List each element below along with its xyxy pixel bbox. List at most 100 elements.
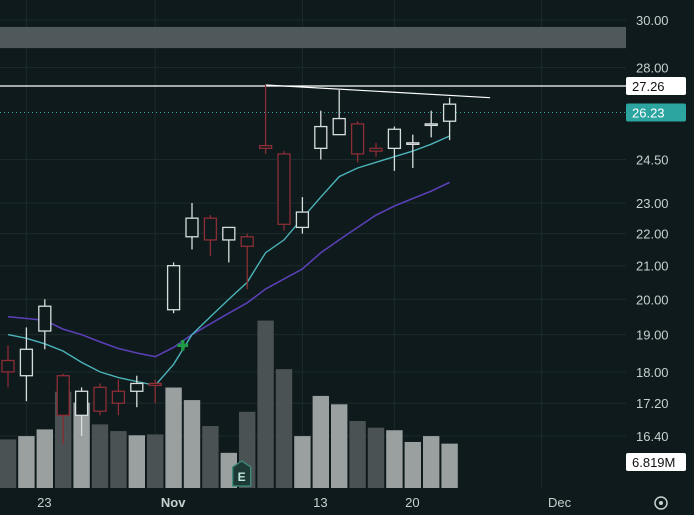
candle[interactable] — [148, 379, 162, 404]
candle[interactable] — [350, 121, 365, 163]
volume-bar — [441, 443, 458, 488]
volume-value-label-bg — [626, 453, 686, 471]
candle[interactable] — [332, 90, 346, 136]
candle[interactable] — [277, 151, 291, 231]
y-tick-label: 23.00 — [636, 196, 669, 211]
y-tick-label: 17.20 — [636, 396, 669, 411]
candle[interactable] — [38, 299, 52, 350]
x-tick-label: 23 — [37, 495, 51, 510]
candle-body — [185, 217, 199, 238]
candle[interactable] — [203, 215, 218, 256]
last-price-label-bg — [626, 103, 686, 122]
volume-bar — [404, 441, 421, 488]
candle[interactable] — [166, 262, 181, 314]
supply-zone — [0, 26, 626, 49]
candle[interactable] — [74, 387, 89, 436]
candle[interactable] — [185, 203, 199, 250]
candle-body — [240, 236, 254, 247]
volume-value-label: 6.819M — [632, 455, 675, 470]
candle[interactable] — [295, 197, 310, 234]
candle[interactable] — [314, 110, 328, 160]
candle-body — [74, 390, 89, 416]
earnings-badge — [232, 460, 252, 487]
volume-bar — [110, 431, 127, 488]
volume-bar — [183, 400, 201, 488]
volume-bar — [349, 421, 366, 488]
candle[interactable] — [19, 327, 34, 402]
candle-body — [406, 142, 420, 145]
candle[interactable] — [424, 110, 438, 138]
candle-body — [19, 348, 34, 377]
candle-body — [38, 305, 52, 332]
volume-bar — [18, 436, 35, 488]
moving-averages — [7, 135, 450, 387]
x-tick-label: 20 — [405, 495, 419, 510]
candle-body — [387, 128, 402, 150]
candle[interactable] — [406, 134, 420, 168]
candle[interactable] — [93, 383, 107, 416]
settings-gear-icon[interactable] — [654, 496, 668, 510]
candle-body — [1, 359, 15, 373]
candle-body — [314, 125, 328, 150]
candle-body — [93, 386, 107, 412]
volume-bar — [423, 436, 440, 488]
candle[interactable] — [387, 126, 402, 171]
candle[interactable] — [130, 375, 144, 408]
hline-price-label-bg — [626, 76, 686, 95]
y-tick-label: 30.00 — [636, 13, 669, 28]
volume-bar — [202, 426, 219, 488]
candle[interactable] — [369, 142, 383, 157]
candle-body — [130, 382, 144, 392]
x-tick-label: Dec — [548, 495, 572, 510]
candles[interactable] — [1, 84, 457, 445]
volume-bar — [312, 395, 329, 488]
sma-slow-line — [7, 181, 450, 358]
sma-fast-line — [7, 135, 450, 387]
price-axis: 30.00 28.00 24.50 23.00 22.00 21.00 20.00 19.00… — [636, 13, 669, 444]
earnings-marker-label: E — [238, 470, 246, 484]
candle-body — [166, 265, 181, 311]
candle-body — [295, 211, 310, 229]
y-tick-label: 22.00 — [636, 227, 669, 242]
candle-body — [203, 217, 218, 241]
time-axis: 23 Nov 13 20 Dec — [37, 495, 668, 510]
candle[interactable] — [56, 373, 70, 445]
hline-price-label: 27.26 — [632, 79, 665, 94]
volume-bar — [128, 435, 145, 488]
lines-layer — [0, 84, 626, 114]
volume-bar — [331, 404, 348, 488]
y-tick-label: 24.50 — [636, 153, 669, 168]
candle-body — [258, 144, 273, 150]
volume-bar — [275, 369, 293, 488]
y-tick-label: 20.00 — [636, 292, 669, 307]
volume-bar — [257, 320, 274, 488]
candle[interactable] — [1, 345, 15, 388]
candle-body — [424, 123, 438, 127]
candle[interactable] — [222, 226, 236, 263]
upgrade-marker-icon[interactable]: ✚ — [177, 338, 189, 354]
trend-line — [265, 84, 491, 99]
volume-bar — [294, 436, 311, 488]
candle[interactable] — [258, 84, 273, 154]
y-tick-label: 18.00 — [636, 365, 669, 380]
candle-body — [222, 226, 236, 241]
candle-body — [56, 375, 70, 416]
volume-bar — [367, 427, 385, 488]
last-price-label: 26.23 — [632, 106, 665, 121]
volume-bar — [91, 424, 109, 488]
candle[interactable] — [240, 233, 254, 290]
candle[interactable] — [111, 379, 126, 416]
markers[interactable]: ✚E — [177, 338, 252, 487]
volume-bar — [73, 402, 90, 488]
y-tick-label: 19.00 — [636, 328, 669, 343]
volume-bar — [36, 429, 53, 488]
candle-body — [350, 123, 365, 155]
candle[interactable] — [442, 97, 457, 141]
earnings-marker-icon[interactable]: E — [232, 460, 252, 487]
x-tick-label: 13 — [313, 495, 327, 510]
candle-body — [111, 390, 126, 404]
candle-body — [332, 117, 346, 136]
candle-body — [369, 147, 383, 152]
gear-ring — [654, 496, 668, 510]
